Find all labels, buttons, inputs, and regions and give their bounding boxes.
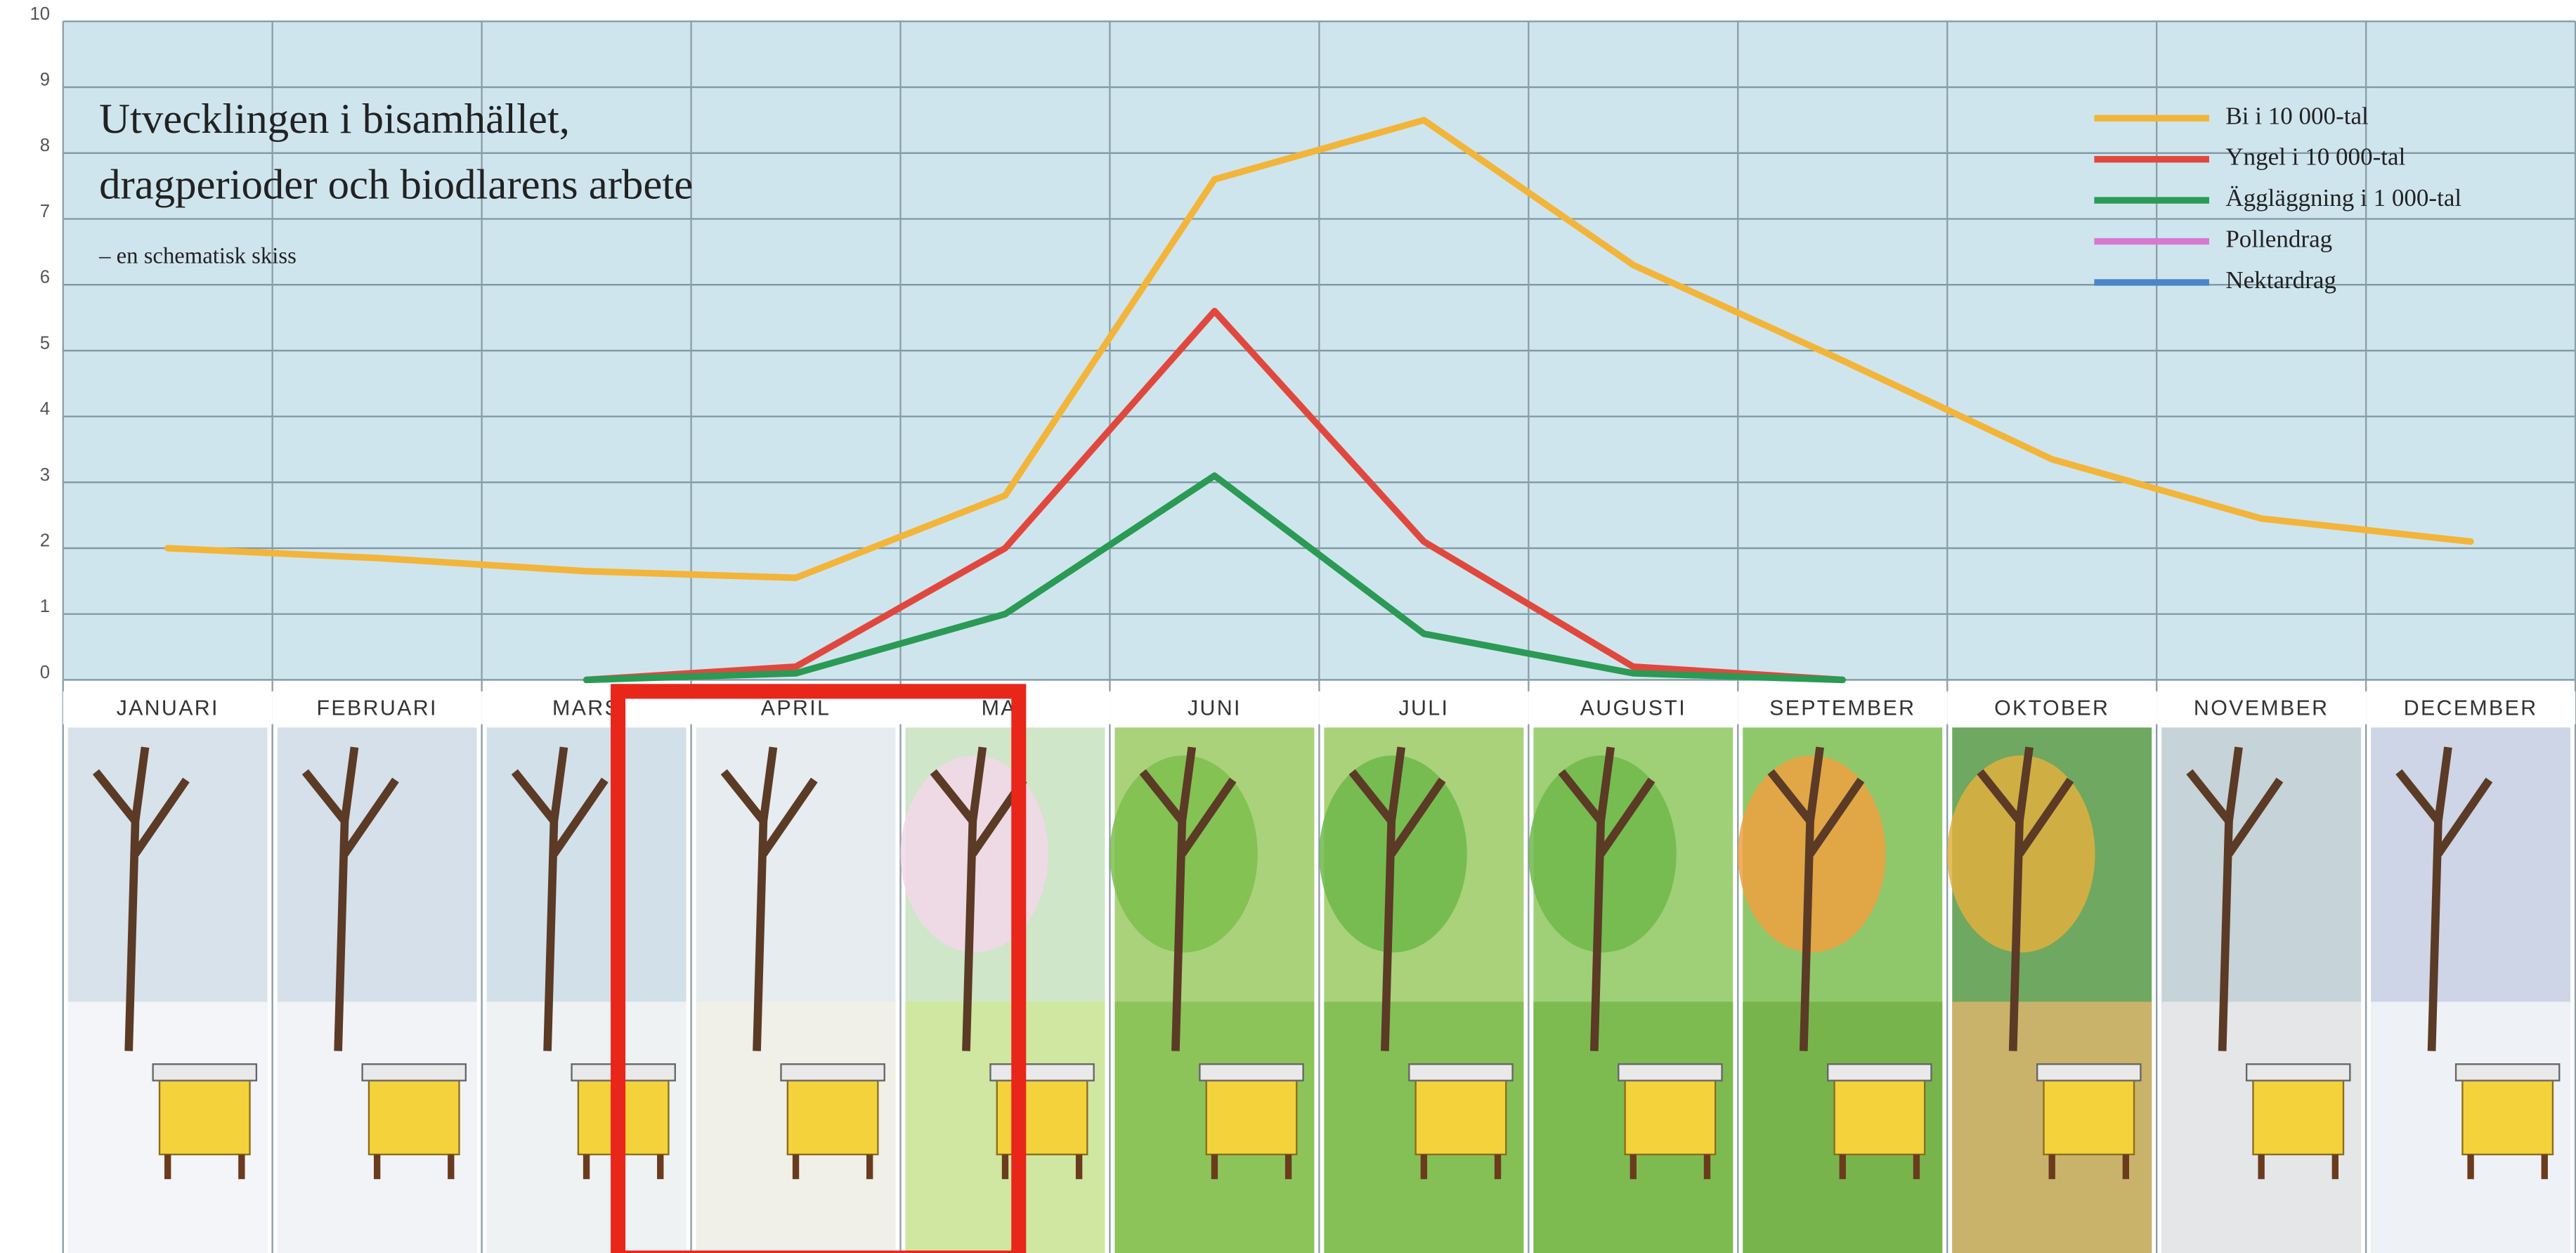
x-tick-label: JUNI [1188,697,1242,720]
legend-label: Nektardrag [2225,266,2336,294]
hive-roof [2036,1063,2142,1082]
hive-stand [373,1154,455,1179]
hive-roof [1618,1063,1723,1082]
legend: Bi i 10 000-tal Yngel i 10 000-tal Ägglägg… [2094,102,2461,294]
x-tick-label: OKTOBER [1994,697,2109,720]
hive-stand [583,1154,664,1179]
y-tick-label: 1 [40,597,50,616]
y-tick-label: 3 [40,465,50,485]
legend-label: Yngel i 10 000-tal [2225,143,2405,171]
hive [2461,1075,2554,1155]
hive-stand [1839,1154,1920,1179]
month-label-strip [1528,691,1738,725]
tree-trunk [301,746,399,1051]
hive-roof [2454,1063,2561,1082]
month-label-strip [1947,691,2157,725]
month-label-strip [1110,691,1320,725]
y-tick-label: 0 [40,663,50,682]
month-label-strip [2157,691,2367,725]
hive-roof [361,1063,467,1082]
y-tick-label: 7 [40,202,50,221]
y-tick-label: 2 [40,531,50,550]
hive-stand [1001,1154,1083,1179]
month-label-strip [2366,691,2576,725]
hive [1833,1075,1926,1155]
x-tick-label: SEPTEMBER [1769,697,1915,720]
tree-trunk [1977,746,2074,1051]
tree-trunk [92,746,190,1051]
hive [786,1075,879,1155]
legend-label: Bi i 10 000-tal [2225,102,2369,129]
hive [1205,1075,1298,1155]
hive-stand [1211,1154,1292,1179]
x-tick-label: FEBRUARI [317,697,438,720]
x-tick-label: AUGUSTI [1580,697,1686,720]
hive-stand [2258,1154,2338,1179]
y-tick-label: 8 [40,136,50,155]
hive-stand [1420,1154,1502,1179]
series-line [164,117,2474,581]
month-label-strip [1319,691,1529,725]
series-line [583,308,1846,684]
x-tick-label: MARS [552,697,620,720]
hive-stand [2467,1154,2548,1179]
hive-roof [1827,1063,1932,1082]
x-tick-label: JULI [1398,697,1449,720]
hive-roof [2245,1063,2351,1082]
series-line [583,472,1846,684]
month-label-strip [272,691,482,725]
legend-label: Äggläggning i 1 000-tal [2225,184,2461,212]
y-tick-label: 5 [40,333,50,353]
hive-stand [792,1154,873,1179]
hive-roof [989,1063,1095,1082]
legend-label: Pollendrag [2225,226,2332,253]
y-tick-label: 4 [40,399,50,419]
chart-title: Utvecklingen i bisamhället, [99,96,570,143]
hive [1414,1075,1507,1155]
y-tick-label: 10 [30,4,50,24]
highlight-frame [611,684,1027,1253]
hive-stand [2048,1154,2130,1179]
x-tick-label: APRIL [761,697,831,720]
x-tick-label: DECEMBER [2404,697,2538,720]
hive [2252,1075,2345,1155]
tree-trunk [720,746,818,1051]
illustrations: JANUARI FEBRUARI MARS APRIL MAJ JUNI JULI AUGUS… [63,691,2576,1253]
hive-roof [1199,1063,1304,1082]
x-tick-label: JANUARI [117,697,219,720]
hive-roof [152,1063,258,1082]
lines [164,117,2474,684]
hive [996,1075,1088,1155]
month-label-strip [63,691,273,725]
tree-trunk [1558,746,1655,1051]
hive [367,1075,460,1155]
hive [1624,1075,1717,1155]
chart-subtitle: – en schematisk skiss [98,243,297,268]
y-tick-label: 9 [40,70,50,90]
hive [2043,1075,2135,1155]
hive-roof [1408,1063,1514,1082]
tree-trunk [2186,746,2284,1051]
tree-trunk [511,746,609,1051]
tree-trunk [1767,746,1865,1051]
x-tick-label: NOVEMBER [2194,697,2329,720]
tree-trunk [1348,746,1446,1051]
tree-trunk [1139,746,1237,1051]
tree-trunk [2395,746,2493,1051]
hive-stand [1629,1154,1711,1179]
month-label-strip [1738,691,1948,725]
hive-roof [780,1063,885,1082]
hive-stand [164,1154,245,1179]
hive [158,1075,251,1155]
chart-title: dragperioder och biodlarens arbete [99,162,693,209]
y-tick-label: 6 [40,268,50,287]
